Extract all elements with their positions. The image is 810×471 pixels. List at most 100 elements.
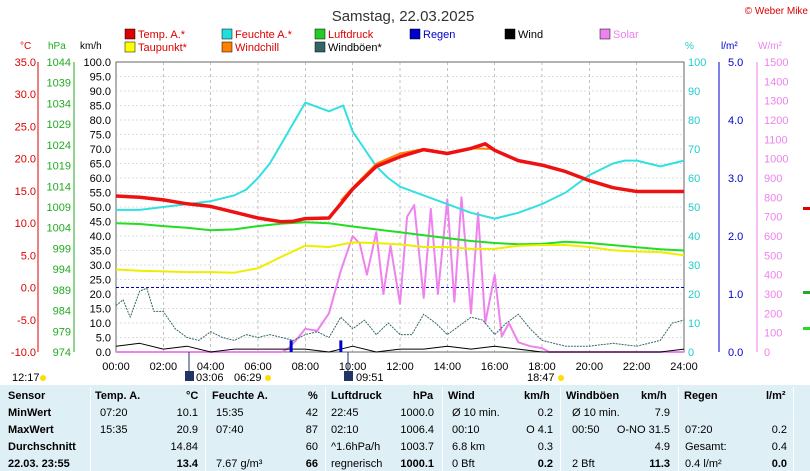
summary-cell: 7.67 g/m³ — [216, 458, 263, 470]
header-wind: Wind — [448, 390, 475, 402]
header-sensor: Sensor — [8, 390, 46, 402]
axis-tick-solar: 900 — [764, 173, 782, 185]
edge-mark-temp — [803, 207, 810, 210]
axis-tick-wind: 70.0 — [90, 144, 111, 156]
summary-cell: 87 — [305, 424, 318, 436]
summary-cell: 1003.7 — [400, 441, 434, 453]
chart-series — [115, 101, 810, 353]
summary-cell: 66 — [305, 458, 318, 470]
header-wind-unit: km/h — [524, 390, 550, 402]
axis-tick-wind: 65.0 — [90, 159, 111, 171]
summary-cell: ^1.6hPa/h — [331, 441, 381, 453]
legend-label: Solar — [613, 29, 639, 41]
x-tick-label: 00:00 — [102, 361, 130, 373]
axis-tick-wind: 30.0 — [90, 260, 111, 272]
x-tick-label: 10:00 — [339, 361, 367, 373]
x-tick-label: 24:00 — [670, 361, 698, 373]
axis-tick-solar: 1500 — [764, 57, 788, 69]
axis-tick-solar: 1100 — [764, 134, 788, 146]
axis-tick-solar: 400 — [764, 270, 782, 282]
summary-cell: 0 Bft — [452, 458, 475, 470]
x-tick-label: 16:00 — [481, 361, 509, 373]
edge-mark-humidity — [803, 327, 810, 330]
summary-cell: 13.4 — [176, 458, 198, 470]
x-tick-label: 02:00 — [150, 361, 178, 373]
weather-chart: Samstag, 22.03.2025 © Weber Mike °C hPa … — [11, 6, 810, 384]
summary-cell: Gesamt: — [685, 441, 727, 453]
legend-label: Feuchte A.* — [235, 29, 293, 41]
summary-cell: 15:35 — [100, 424, 128, 436]
legend-swatch — [314, 41, 326, 53]
axis-tick-temp: 25.0 — [15, 121, 36, 133]
axis-tick-solar: 300 — [764, 289, 782, 301]
column-divider — [793, 387, 794, 471]
summary-cell: 02:10 — [331, 424, 359, 436]
axis-tick-solar: 1200 — [764, 115, 788, 127]
summary-cell: 0.2 — [537, 458, 553, 470]
header-temp: Temp. A. — [95, 390, 141, 402]
summary-cell: 42 — [305, 407, 318, 419]
summary-cell: 10.1 — [176, 407, 198, 419]
axis-tick-pressure: 999 — [53, 243, 71, 255]
moonrise-icon — [185, 371, 194, 381]
x-tick-label: 18:00 — [528, 361, 556, 373]
sun-icon — [558, 375, 564, 381]
axis-tick-pressure: 989 — [53, 285, 71, 297]
moonset-icon — [344, 371, 353, 381]
summary-cell: 15:35 — [216, 407, 244, 419]
chart-axes: 35.0 30.0 25.0 20.0 15.0 10.0 5.0 0.0 -5.0 -10.0 1… — [11, 57, 789, 373]
summary-cell: 7.9 — [654, 407, 670, 419]
axis-unit-rain: l/m² — [721, 41, 738, 52]
summary-cell: 0.3 — [537, 441, 553, 453]
legend-label: Wind — [518, 29, 543, 41]
axis-tick-pressure: 1044 — [47, 57, 71, 69]
axis-tick-rain: 3.0 — [728, 173, 743, 185]
summary-cell: 00:10 — [452, 424, 480, 436]
x-tick-label: 04:00 — [197, 361, 225, 373]
legend-swatch — [221, 28, 233, 40]
x-tick-label: 22:00 — [623, 361, 651, 373]
legend-label: Windböen* — [328, 42, 383, 54]
axis-tick-humidity: 90 — [688, 86, 700, 98]
axis-tick-wind: 20.0 — [90, 289, 111, 301]
axis-tick-solar: 700 — [764, 212, 782, 224]
summary-cell: 2 Bft — [572, 458, 595, 470]
copyright-label: © Weber Mike — [745, 6, 809, 17]
summary-cell: 11.3 — [649, 458, 670, 470]
chart-title: Samstag, 22.03.2025 — [332, 8, 475, 25]
sun-moon-time: 03:06 — [196, 372, 224, 384]
rain-bar — [339, 340, 343, 352]
legend-swatch — [504, 28, 516, 40]
summary-cell: 0.4 — [771, 441, 787, 453]
axis-tick-temp: -5.0 — [17, 315, 36, 327]
axis-tick-temp: -10.0 — [11, 347, 36, 359]
x-tick-label: 06:00 — [244, 361, 272, 373]
axis-tick-wind: 25.0 — [90, 275, 111, 287]
sun-moon-time: 12:17 — [12, 372, 40, 384]
x-tick-label: 12:00 — [386, 361, 414, 373]
axis-tick-wind: 50.0 — [90, 202, 111, 214]
summary-cell: 00:50 — [572, 424, 600, 436]
axis-tick-humidity: 80 — [688, 115, 700, 127]
axis-tick-wind: 15.0 — [90, 304, 111, 316]
axis-tick-wind: 95.0 — [90, 72, 111, 84]
axis-tick-pressure: 1004 — [47, 223, 71, 235]
column-divider — [90, 387, 91, 471]
column-divider — [678, 387, 679, 471]
sun-moon-time: 18:47 — [527, 372, 555, 384]
axis-tick-humidity: 20 — [688, 289, 700, 301]
axis-tick-wind: 0.0 — [96, 347, 111, 359]
axis-tick-humidity: 10 — [688, 318, 700, 330]
legend-label: Temp. A.* — [138, 29, 186, 41]
header-rain-unit: l/m² — [766, 390, 786, 402]
header-pressure: Luftdruck — [331, 390, 382, 402]
axis-tick-temp: 0.0 — [21, 283, 36, 295]
summary-cell: 4.9 — [654, 441, 670, 453]
x-tick-label: 14:00 — [434, 361, 462, 373]
header-rain: Regen — [684, 390, 718, 402]
legend-label: Regen — [423, 29, 455, 41]
axis-tick-pressure: 994 — [53, 264, 71, 276]
axis-tick-solar: 600 — [764, 231, 782, 243]
axis-tick-solar: 1400 — [764, 76, 788, 88]
axis-tick-rain: 5.0 — [728, 57, 743, 69]
